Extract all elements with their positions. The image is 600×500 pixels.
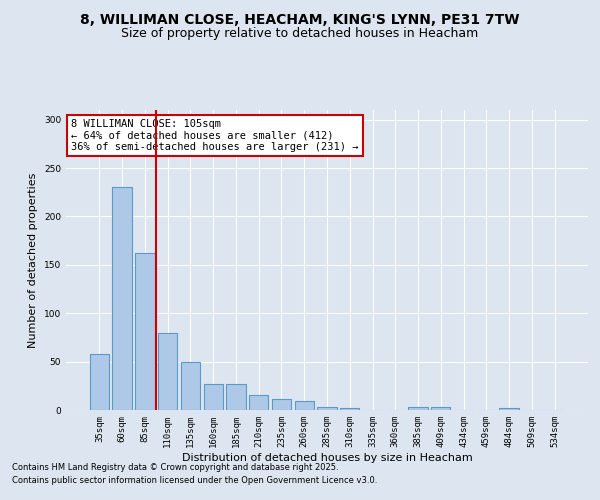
Bar: [112, 188, 132, 410]
Bar: [226, 384, 245, 410]
Bar: [90, 354, 109, 410]
X-axis label: Distribution of detached houses by size in Heacham: Distribution of detached houses by size …: [182, 452, 472, 462]
Bar: [431, 407, 451, 410]
Bar: [181, 362, 200, 410]
Text: Contains public sector information licensed under the Open Government Licence v3: Contains public sector information licen…: [12, 476, 377, 485]
Bar: [203, 384, 223, 410]
Text: Contains HM Land Registry data © Crown copyright and database right 2025.: Contains HM Land Registry data © Crown c…: [12, 464, 338, 472]
Bar: [340, 408, 359, 410]
Text: 8 WILLIMAN CLOSE: 105sqm
← 64% of detached houses are smaller (412)
36% of semi-: 8 WILLIMAN CLOSE: 105sqm ← 64% of detach…: [71, 119, 359, 152]
Bar: [317, 407, 337, 410]
Bar: [272, 400, 291, 410]
Bar: [135, 253, 155, 410]
Text: 8, WILLIMAN CLOSE, HEACHAM, KING'S LYNN, PE31 7TW: 8, WILLIMAN CLOSE, HEACHAM, KING'S LYNN,…: [80, 12, 520, 26]
Bar: [499, 408, 519, 410]
Text: Size of property relative to detached houses in Heacham: Size of property relative to detached ho…: [121, 28, 479, 40]
Bar: [249, 396, 268, 410]
Bar: [158, 332, 178, 410]
Bar: [409, 407, 428, 410]
Y-axis label: Number of detached properties: Number of detached properties: [28, 172, 38, 348]
Bar: [295, 402, 314, 410]
